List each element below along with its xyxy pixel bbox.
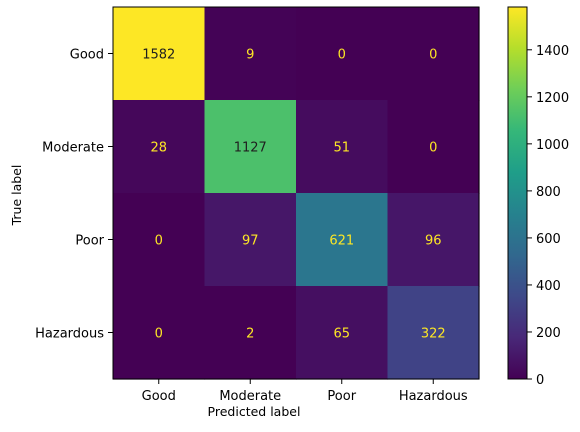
cell-value-label: 51: [333, 141, 350, 156]
cell-value-label: 0: [155, 327, 163, 342]
cell-value-label: 97: [242, 234, 259, 249]
x-tick-label: Hazardous: [399, 389, 468, 404]
x-tick-label: Poor: [327, 389, 356, 404]
x-tick-label: Moderate: [219, 389, 281, 404]
cell-value-label: 2: [246, 327, 254, 342]
cell-value-label: 0: [338, 48, 346, 63]
cell-value-label: 28: [150, 141, 167, 156]
colorbar-gradient: [508, 7, 527, 379]
y-tick-label: Hazardous: [35, 327, 104, 342]
cell-value-label: 0: [429, 141, 437, 156]
colorbar-tick-label: 1200: [536, 91, 569, 106]
cell-value-label: 1127: [234, 141, 267, 156]
x-tick-label: Good: [142, 389, 176, 404]
cell-value-label: 0: [155, 234, 163, 249]
cell-value-label: 96: [425, 234, 442, 249]
cell-value-label: 65: [333, 327, 350, 342]
y-tick-label: Moderate: [42, 141, 104, 156]
colorbar-tick-label: 200: [536, 326, 561, 341]
y-axis-ticks: Good Moderate Poor Hazardous: [35, 48, 113, 342]
y-axis-label: True label: [9, 165, 24, 227]
x-axis-label: Predicted label: [208, 404, 301, 419]
colorbar-tick-label: 400: [536, 279, 561, 294]
colorbar-tick-label: 1400: [536, 44, 569, 59]
cell-value-label: 322: [421, 327, 446, 342]
y-tick-label: Good: [70, 48, 104, 63]
x-axis-ticks: Good Moderate Poor Hazardous: [142, 379, 468, 404]
colorbar-tick-label: 1000: [536, 138, 569, 153]
colorbar: 0 200 400 600 800 1000 1200 1400: [508, 7, 569, 388]
colorbar-tick-label: 600: [536, 232, 561, 247]
colorbar-tick-label: 0: [536, 373, 544, 388]
y-tick-label: Poor: [75, 234, 104, 249]
cell-value-label: 0: [429, 48, 437, 63]
cell-value-label: 9: [246, 48, 254, 63]
colorbar-tick-label: 800: [536, 185, 561, 200]
cell-value-label: 621: [329, 234, 354, 249]
heatmap-grid: 1582 9 0 0 28 1127 51 0 0 97 621 96 0 2 65 322: [113, 7, 480, 380]
cell-value-label: 1582: [142, 48, 175, 63]
